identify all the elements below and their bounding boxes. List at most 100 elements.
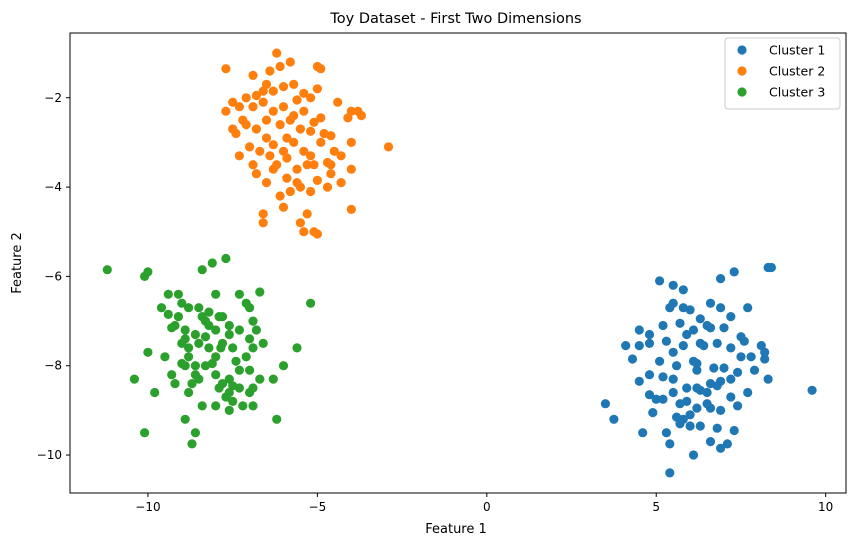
data-point <box>241 93 251 103</box>
data-point <box>268 106 278 116</box>
data-point <box>685 410 695 420</box>
data-point <box>688 450 699 460</box>
data-point <box>272 48 282 58</box>
data-point <box>766 262 777 273</box>
data-point <box>204 307 214 317</box>
x-axis-ticks: −10 −5 0 5 10 <box>135 493 833 514</box>
data-point <box>140 428 150 438</box>
data-point <box>702 387 712 398</box>
data-point <box>160 352 170 362</box>
data-point <box>672 361 682 371</box>
data-point <box>221 253 231 264</box>
data-point <box>658 320 668 331</box>
data-point <box>729 267 739 277</box>
y-axis-label: Feature 2 <box>10 232 25 294</box>
data-point <box>722 439 733 449</box>
data-point <box>312 84 322 94</box>
data-point <box>245 387 255 398</box>
data-point <box>651 394 661 404</box>
data-point <box>282 133 292 143</box>
data-point <box>668 374 678 384</box>
data-point <box>316 137 326 147</box>
data-point <box>184 343 194 353</box>
data-point <box>322 157 333 168</box>
legend-label: Cluster 2 <box>769 64 825 79</box>
data-point <box>275 120 285 130</box>
data-point <box>685 305 695 315</box>
data-point <box>282 153 292 163</box>
data-point <box>609 414 619 424</box>
data-point <box>180 325 190 335</box>
data-point <box>716 405 726 415</box>
data-point <box>665 468 675 478</box>
data-point <box>224 320 234 331</box>
data-point <box>258 218 268 228</box>
data-point <box>265 66 275 76</box>
data-point <box>333 97 343 107</box>
data-point <box>312 175 322 185</box>
data-point <box>184 387 194 398</box>
data-point <box>261 133 272 143</box>
legend-label: Cluster 3 <box>769 85 825 100</box>
data-point <box>156 303 167 313</box>
data-point <box>217 379 228 389</box>
data-point <box>644 338 655 348</box>
data-point <box>275 61 285 72</box>
data-point <box>248 102 258 112</box>
data-point <box>248 160 258 170</box>
data-point <box>251 169 261 179</box>
data-point <box>173 289 183 299</box>
data-point <box>228 97 238 107</box>
data-point <box>289 79 299 89</box>
data-point <box>190 428 200 438</box>
data-point <box>644 390 655 400</box>
data-point <box>258 97 268 107</box>
data-point <box>234 365 244 375</box>
data-point <box>326 131 336 141</box>
data-point <box>241 352 251 362</box>
data-point <box>289 111 299 121</box>
data-point <box>712 423 722 433</box>
data-point <box>177 358 187 369</box>
data-point <box>167 323 177 333</box>
data-point <box>343 113 353 123</box>
data-point <box>682 396 692 406</box>
y-tick-label: −4 <box>44 180 62 194</box>
data-point <box>255 374 265 384</box>
data-point <box>346 204 356 214</box>
data-point <box>248 70 258 80</box>
data-point <box>306 93 316 103</box>
series-2 <box>221 48 394 239</box>
data-point <box>621 341 631 351</box>
data-point <box>627 354 638 364</box>
data-point <box>712 381 722 391</box>
data-point <box>695 314 705 324</box>
data-point <box>299 106 309 116</box>
points-layer <box>102 48 817 478</box>
data-point <box>346 164 356 174</box>
data-point <box>712 338 722 348</box>
data-point <box>302 160 312 170</box>
x-tick-label: 10 <box>818 500 833 514</box>
data-point <box>194 338 204 348</box>
y-tick-label: −2 <box>44 91 62 105</box>
data-point <box>306 186 316 197</box>
data-point <box>743 387 753 398</box>
data-point <box>278 82 289 92</box>
data-point <box>658 394 668 404</box>
data-point <box>248 343 258 353</box>
data-point <box>261 79 272 89</box>
data-point <box>248 316 258 326</box>
data-point <box>678 285 688 295</box>
data-point <box>255 146 265 156</box>
data-point <box>678 341 688 351</box>
x-tick-label: −5 <box>309 500 327 514</box>
data-point <box>760 347 770 357</box>
data-point <box>289 137 299 147</box>
data-point <box>299 227 309 237</box>
data-point <box>665 439 675 449</box>
data-point <box>207 358 217 369</box>
data-point <box>675 318 685 328</box>
data-point <box>692 403 702 413</box>
data-point <box>211 289 221 299</box>
